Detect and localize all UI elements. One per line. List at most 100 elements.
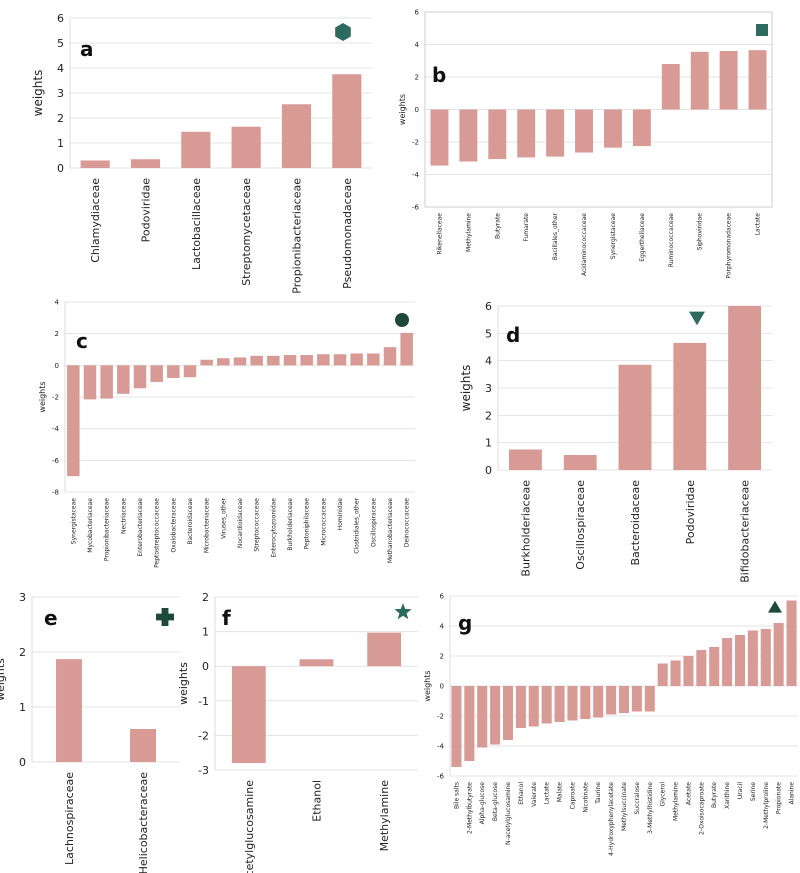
bar-Chlamydiaceae — [80, 160, 110, 168]
square-marker-icon — [756, 24, 768, 36]
bar-Viruses_other — [217, 358, 230, 366]
panel-a: 0 1 2 3 4 5 6 Chlamydiaceae Podoviridae Lactobaci… — [31, 12, 372, 294]
x-tick-label: 2-Oxoisocaproate — [698, 782, 705, 835]
y-tick-label: -2 — [412, 139, 419, 147]
y-tick-label: 4 — [485, 355, 492, 368]
x-tick-label: Bacteroidaceae — [187, 498, 194, 545]
x-tick-label: Ethanol — [518, 782, 525, 805]
bar-2-Methylbutyrate — [464, 686, 475, 761]
x-tick-label: Clostridiales_other — [354, 497, 361, 553]
y-tick-label: 5 — [485, 327, 492, 340]
x-tick-label: Rikenellaceae — [436, 213, 443, 255]
x-tick-label: Micrococcaceae — [320, 498, 327, 546]
panel-letter: g — [458, 611, 472, 635]
y-tick-label: 4 — [55, 299, 60, 307]
bar-Caproate — [567, 686, 578, 721]
y-tick-label: 3 — [57, 87, 64, 100]
x-tick-label: Oscillospiraceae — [370, 498, 377, 547]
x-tick-label: Enterocytozoonidae — [270, 498, 277, 558]
x-tick-label: Acetate — [685, 782, 692, 805]
bar-N-acetylglucosamine — [231, 666, 266, 764]
panel-e: 0 1 2 3 Lachnospiraceae Helicobacteraceae weig… — [0, 591, 180, 873]
panel-b: -6 -4 -2 0 2 4 6 Rikenellaceae Methylamine Butyra… — [398, 9, 773, 279]
y-tick-label: -8 — [52, 489, 59, 497]
hexagon-marker-icon — [335, 23, 351, 41]
bar-Bacteroidaceae — [618, 364, 652, 470]
x-tick-label: Hominidae — [337, 498, 344, 531]
bar-Siphoviridae — [690, 51, 709, 110]
y-tick-label: -6 — [412, 204, 420, 212]
panel-letter: c — [76, 329, 88, 353]
x-tick-label: Enterobacteriaceae — [137, 498, 144, 557]
y-tick-label: 5 — [57, 37, 64, 50]
bar-Enterobacteriaceae — [133, 365, 147, 389]
x-tick-label: Oscillospiraceae — [574, 480, 587, 570]
bar-4-Hydroxyphenylacetate — [606, 686, 617, 715]
x-tick-label: Malate — [557, 782, 564, 803]
bar-Bifidobacteriaceae — [728, 306, 762, 470]
y-tick-label: 6 — [415, 9, 420, 17]
x-tick-label: Lactobacillaceae — [190, 178, 203, 270]
bar-Bile salts — [451, 686, 462, 767]
bar-Deinococcaceae — [400, 332, 413, 366]
bar-Pseudomonadaceae — [332, 74, 362, 168]
bar-Helicobacteraceae — [130, 729, 156, 762]
y-tick-label: -1 — [198, 695, 209, 708]
y-axis-label: weights — [177, 662, 190, 705]
x-tick-label: Streptomycetaceae — [240, 178, 253, 286]
panel-letter: d — [506, 323, 520, 347]
x-tick-label: Propionibacteriaceae — [104, 498, 111, 561]
x-tick-label: Alpha-glucose — [479, 782, 486, 825]
bar-Clostridiales_other — [350, 353, 363, 366]
y-tick-label: 4 — [57, 62, 64, 75]
y-axis-label: weights — [0, 658, 7, 701]
x-tick-label: Alanine — [789, 782, 796, 805]
x-tick-label: Valerate — [531, 782, 538, 807]
bar-Xanthine — [722, 638, 733, 686]
y-tick-label: 2 — [57, 112, 64, 125]
x-tick-label: Streptococcaceae — [254, 498, 261, 552]
x-tick-label: Deinococcaceae — [404, 498, 411, 547]
y-tick-label: 6 — [440, 593, 445, 601]
x-tick-label: Methanobacteriaceae — [387, 498, 394, 563]
triangle-down-marker-icon — [689, 311, 705, 326]
x-tick-label: Beta-glucose — [492, 782, 499, 821]
panel-letter: e — [44, 606, 58, 630]
y-tick-label: 1 — [202, 626, 209, 639]
bar-Propionibacteriaceae — [100, 365, 113, 399]
x-tick-label: Burkholderiaceae — [519, 480, 532, 577]
bar-Acetate — [683, 656, 694, 686]
x-tick-label: N-acetylglucosamine — [243, 780, 256, 873]
x-tick-label: Ethanol — [311, 780, 324, 822]
bar-Alpha-glucose — [477, 686, 488, 748]
x-tick-label: Methylamine — [673, 782, 680, 821]
bar-Ruminococcaceae — [661, 64, 680, 110]
bar-Synergistaceae — [67, 365, 80, 477]
bar-Fumarate — [517, 109, 536, 158]
bar-Lachnospiraceae — [56, 659, 82, 762]
bar-Eggerthellaceae — [632, 109, 651, 147]
y-tick-label: 2 — [415, 74, 419, 82]
x-tick-label: Mycobacteriaceae — [87, 498, 94, 553]
bar-Methylamine — [367, 632, 402, 667]
x-tick-label: Peptostreptococcaceae — [154, 498, 161, 568]
bar-Lactate — [748, 50, 767, 110]
x-tick-label: Pseudomonadaceae — [341, 178, 354, 289]
y-tick-label: -4 — [412, 171, 420, 179]
y-tick-label: 0 — [440, 683, 444, 691]
y-tick-label: 6 — [57, 12, 64, 25]
x-tick-label: Nicotinate — [582, 782, 589, 813]
bar-Serine — [747, 630, 758, 686]
bar-Burkholderiaceae — [508, 449, 542, 470]
y-tick-label: 0 — [485, 464, 492, 477]
y-tick-label: 0 — [415, 106, 419, 114]
y-tick-label: -4 — [437, 743, 445, 751]
bar-Valerate — [528, 686, 539, 727]
y-tick-label: 0 — [19, 756, 26, 769]
y-tick-label: 2 — [485, 409, 492, 422]
x-tick-label: Serine — [750, 782, 757, 801]
panel-letter: a — [80, 37, 94, 61]
bar-Methanobacteriaceae — [383, 347, 397, 366]
bar-Lactobacillaceae — [181, 131, 211, 168]
x-tick-label: Caproate — [569, 782, 576, 810]
